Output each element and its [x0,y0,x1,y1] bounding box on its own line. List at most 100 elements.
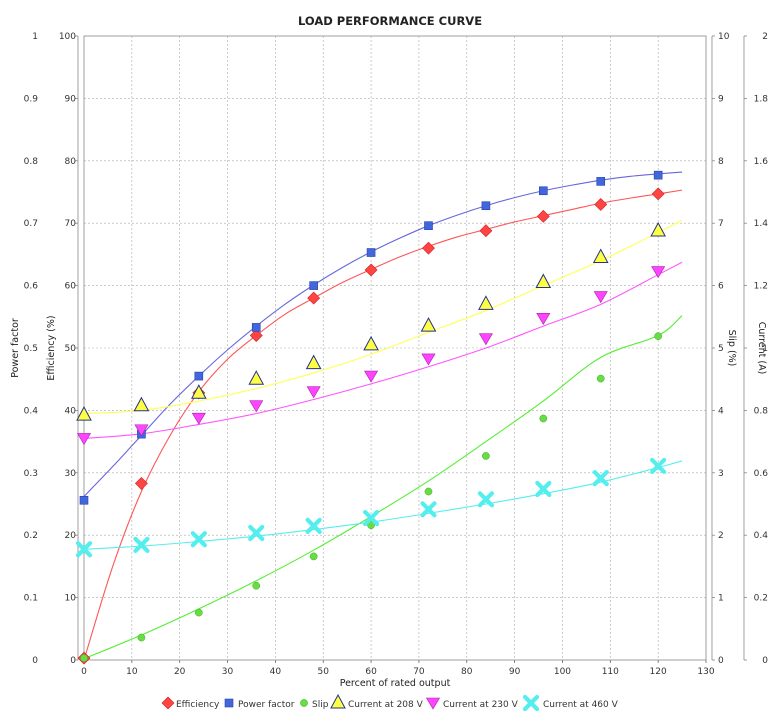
point-power-factor [79,495,89,505]
point-slip [654,332,663,340]
slip-tick-label: 8 [718,157,724,167]
slip-axis-label: Slip (%) [726,330,737,367]
x-tick-label: 90 [509,667,521,677]
point-current-at-460-v [305,517,322,534]
pf-axis-label: Power factor [10,318,21,378]
point-power-factor [309,281,318,290]
eff-tick-label: 80 [65,157,77,167]
series-current-at-460-v [83,460,683,550]
series-slip [83,315,683,660]
slip-tick-label: 0 [718,656,724,666]
point-current-at-460-v-stroke-b [362,509,380,527]
legend-item-current-at-208-v: Current at 208 V [330,693,424,710]
legend: Efficiency Power factor Slip Current at 208… [161,693,619,712]
legend-marker-current-at-460-v-stroke-b [522,694,540,712]
x-tick-label: 20 [174,667,186,677]
cur-tick-label: 1.6 [754,157,769,167]
series-current-at-230-v [83,261,683,440]
legend-item-power-factor: Power factor [224,698,295,710]
pf-tick-label: 1 [32,32,38,42]
point-current-at-460-v [535,480,552,498]
x-tick-label: 10 [126,667,138,677]
cur-tick-label: 1.4 [754,219,769,229]
point-efficiency [479,224,493,238]
legend-label-slip: Slip [312,700,329,710]
legend-label-power-factor: Power factor [238,700,295,710]
point-current-at-230-v [134,424,149,437]
point-power-factor [539,186,548,196]
point-current-at-230-v [306,386,321,399]
point-slip [137,633,146,642]
point-power-factor [596,177,606,186]
legend-marker-current-at-230-v [425,697,441,710]
point-current-at-208-v [592,248,609,264]
series-points-slip [80,332,663,662]
point-efficiency [651,187,665,201]
legend-label-current-at-230-v: Current at 230 V [443,700,519,710]
legend-marker-power-factor [224,698,234,708]
point-current-at-460-v-stroke-b [420,501,437,518]
slip-tick-label: 4 [718,406,724,416]
x-tick-label: 0 [81,667,87,677]
series-points-current-at-460-v [75,457,667,558]
eff-tick-label: 70 [65,219,77,229]
legend-label-efficiency: Efficiency [176,700,220,710]
cur-tick-label: 1.2 [754,282,768,292]
series-points-current-at-230-v [76,266,666,446]
point-current-at-230-v [76,433,92,446]
slip-tick-label: 1 [718,594,724,604]
point-efficiency [249,329,263,342]
point-slip [367,521,375,530]
point-power-factor [481,201,491,211]
pf-tick-label: 0.7 [24,219,38,229]
x-tick-label: 40 [270,667,282,677]
point-current-at-460-v-stroke-b [650,457,667,475]
point-current-at-208-v [248,370,265,385]
eff-tick-label: 40 [65,406,77,416]
cur-tick-label: 0.4 [754,531,769,541]
cur-tick-label: 1.8 [754,94,769,104]
slip-tick-label: 5 [718,344,724,354]
eff-tick-label: 90 [65,94,77,104]
point-current-at-208-v [363,335,379,351]
slip-tick-label: 7 [718,219,724,229]
point-power-factor [366,248,376,257]
point-efficiency [307,291,321,305]
point-efficiency [536,209,550,223]
slip-tick-label: 2 [718,531,724,541]
series-efficiency [83,189,683,661]
legend-item-current-at-230-v: Current at 230 V [425,697,519,710]
point-current-at-460-v [190,531,207,548]
point-current-at-460-v-stroke-b [133,536,150,553]
point-current-at-460-v-stroke-b [477,491,495,508]
axes: 0 10 20 30 40 50 60 70 80 90 100 110 120 13000.10.20.… [10,32,768,677]
pf-tick-label: 0.3 [24,469,38,479]
point-current-at-460-v-stroke-b [305,517,322,534]
series-line-current-at-208-v [83,219,683,415]
eff-tick-label: 100 [59,32,76,42]
legend-label-current-at-460-v: Current at 460 V [543,700,619,710]
eff-tick-label: 20 [65,531,77,541]
point-current-at-460-v [592,470,609,487]
x-tick-label: 80 [461,667,473,677]
point-efficiency [594,198,608,211]
legend-item-current-at-460-v: Current at 460 V [522,694,619,712]
series-current-at-208-v [83,219,683,415]
pf-tick-label: 0.5 [24,344,38,354]
x-tick-label: 110 [602,667,619,677]
pf-tick-label: 0.8 [24,157,39,167]
legend-item-slip: Slip [300,699,329,710]
point-current-at-230-v [478,333,493,346]
series-line-efficiency [83,189,683,661]
point-slip [309,552,318,561]
point-current-at-230-v [421,353,436,366]
x-tick-label: 130 [697,667,714,677]
eff-tick-label: 30 [65,469,77,479]
point-slip [424,487,433,496]
eff-tick-label: 0 [70,656,76,666]
point-slip [194,608,203,617]
cur-tick-label: 0 [762,656,768,666]
x-tick-label: 70 [413,667,425,677]
point-efficiency [422,241,435,255]
chart-title: LOAD PERFORMANCE CURVE [298,14,482,28]
